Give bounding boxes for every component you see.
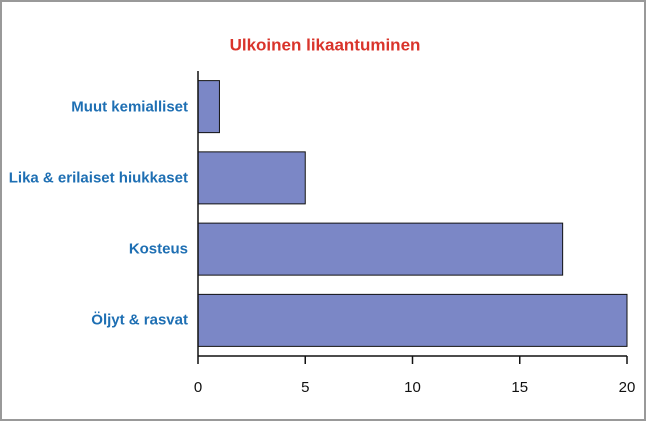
chart-title: Ulkoinen likaantuminen — [230, 35, 421, 54]
x-tick-label: 20 — [619, 379, 636, 396]
y-tick-label: Lika & erilaiset hiukkaset — [8, 169, 188, 187]
bar — [197, 80, 220, 134]
y-tick-label: Öljyt & rasvat — [91, 311, 188, 329]
y-tick-label: Muut kemialliset — [71, 98, 188, 116]
bar — [197, 222, 564, 276]
x-tick-label: 0 — [194, 379, 202, 396]
x-tick-label: 5 — [301, 379, 309, 396]
y-tick-label: Kosteus — [128, 240, 188, 258]
x-tick-label: 10 — [404, 379, 421, 396]
x-tick-label: 15 — [511, 379, 528, 396]
bar — [197, 151, 306, 205]
bar — [197, 293, 628, 347]
